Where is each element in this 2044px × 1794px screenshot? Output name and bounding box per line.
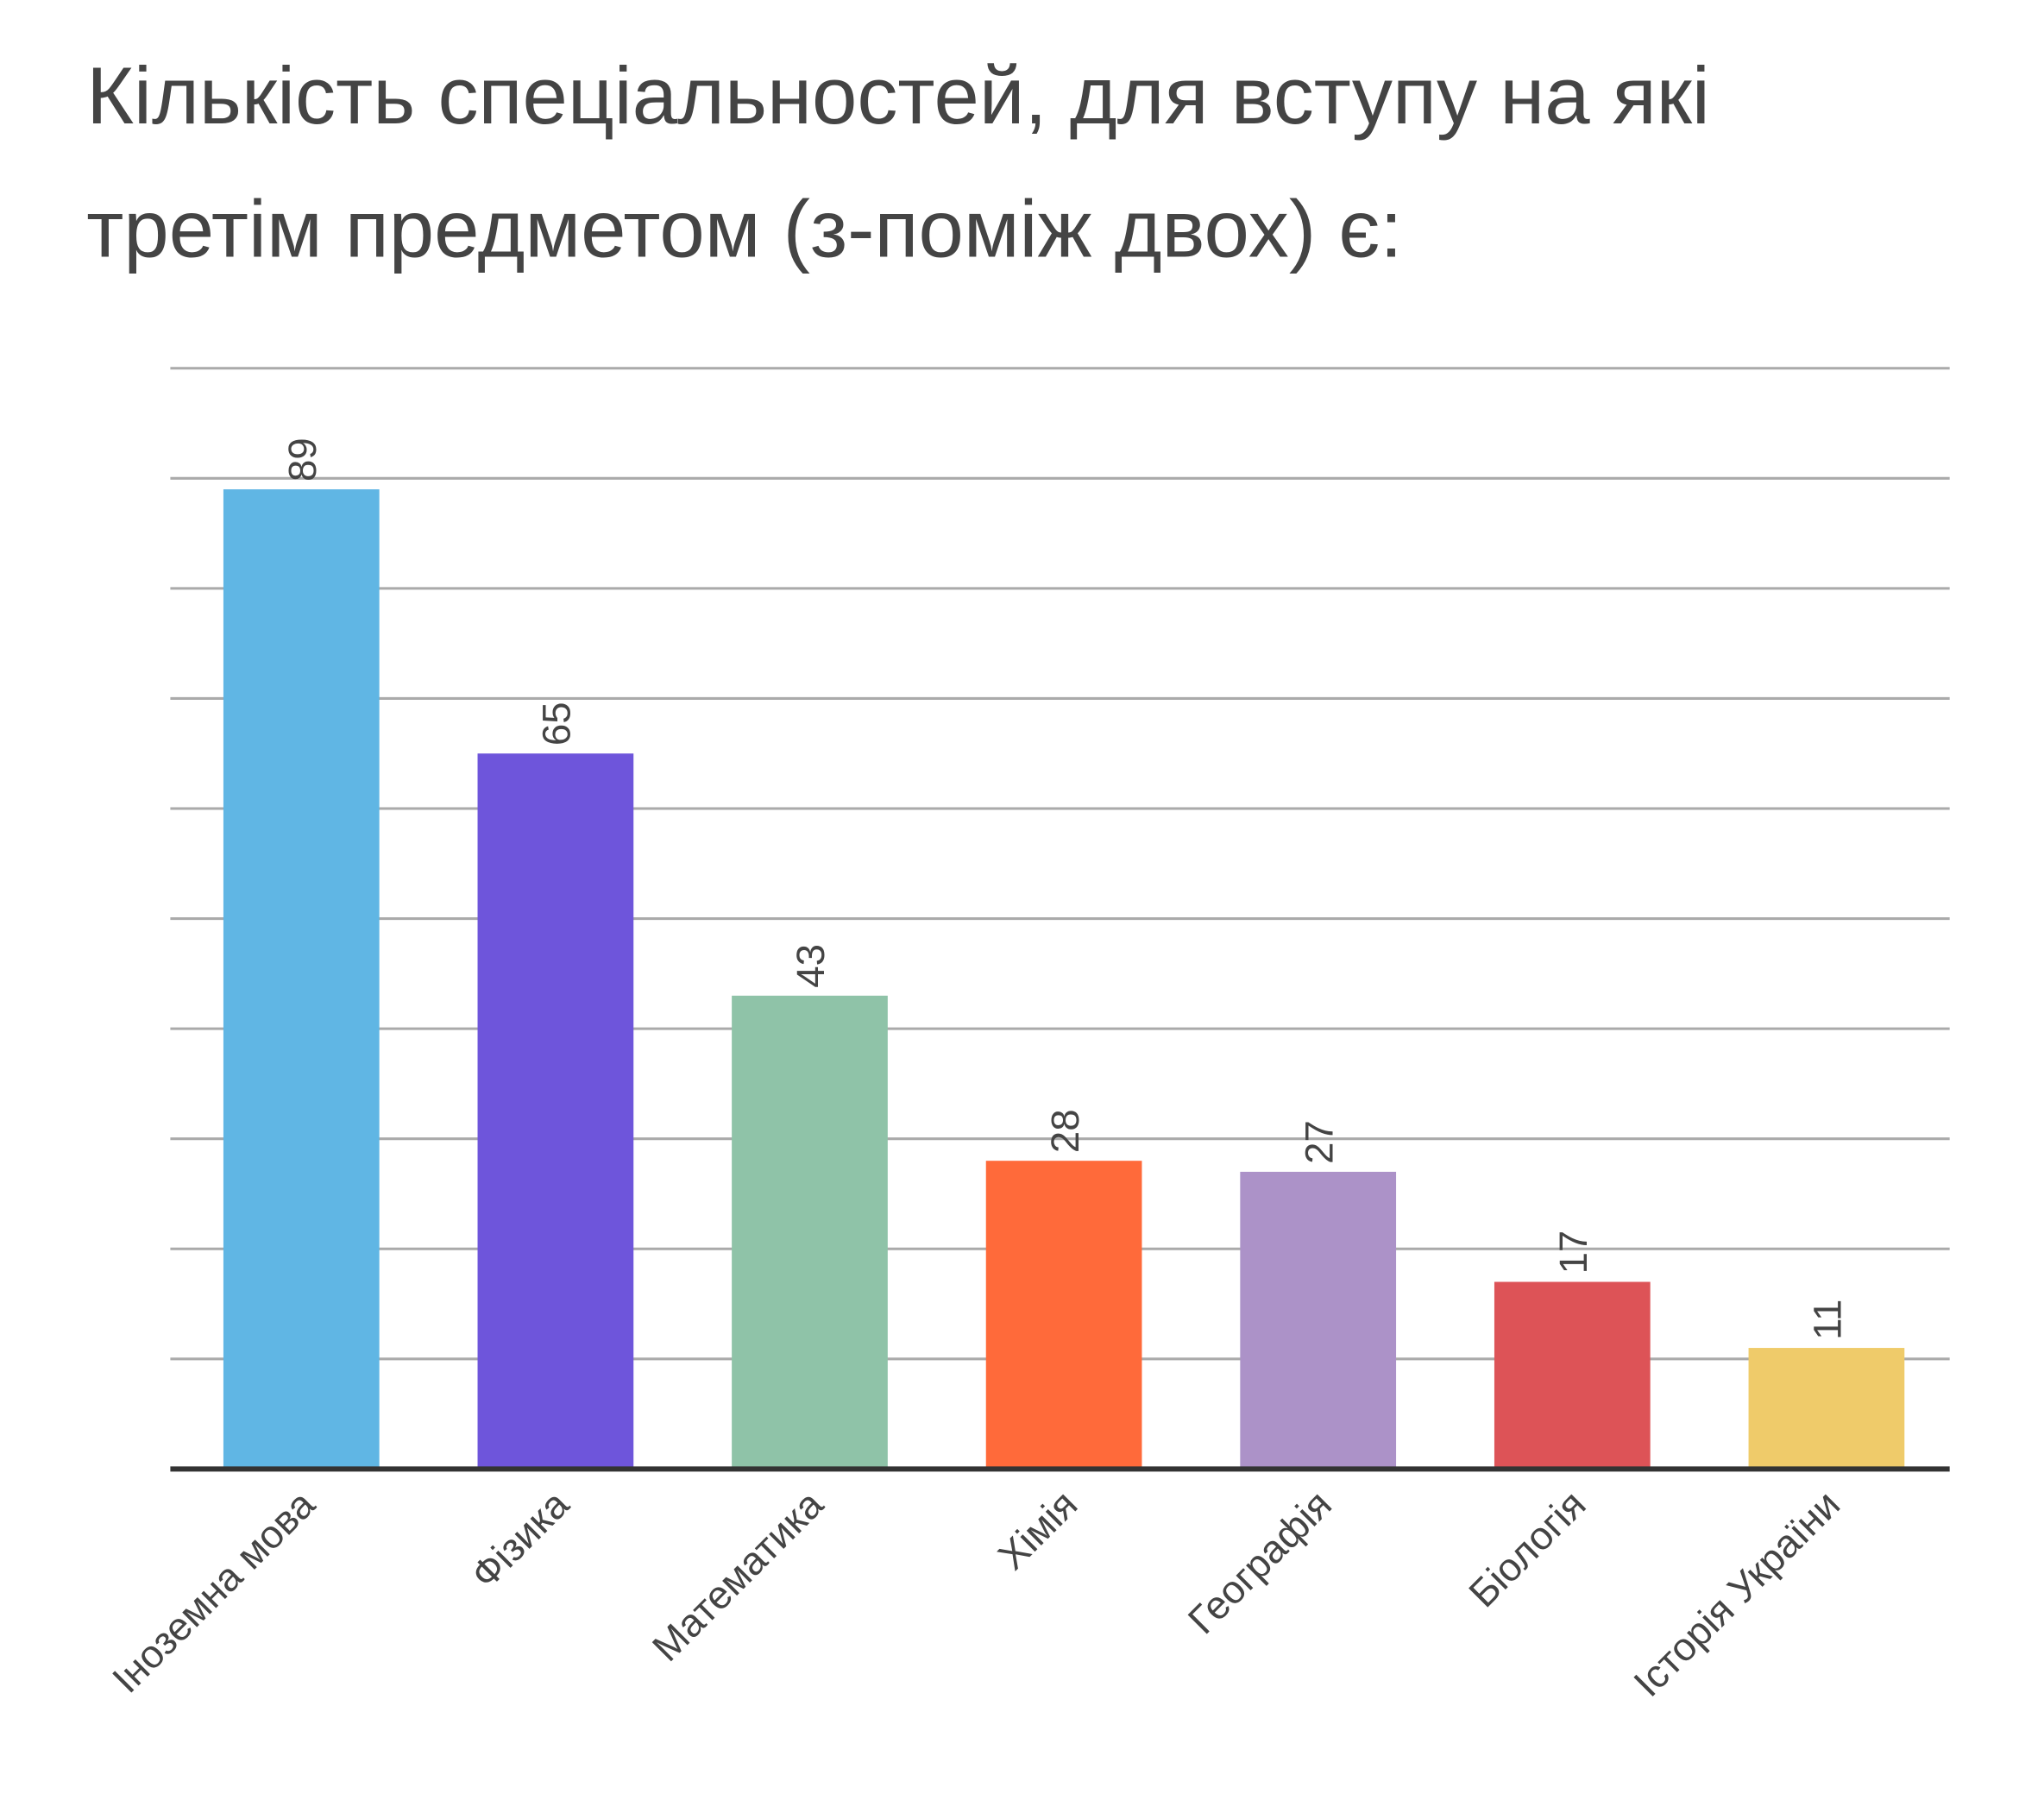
x-tick-label: Фізика [462,1482,578,1597]
data-label: 28 [1043,1109,1087,1153]
data-label: 17 [1551,1231,1595,1275]
x-tick-label: Математика [644,1482,832,1670]
x-tick-label: Хімія [990,1482,1085,1577]
data-label: 89 [280,437,324,482]
bar [985,1161,1142,1470]
data-label: 65 [535,702,579,746]
bar [477,753,634,1470]
chart-title-line-2: третім предметом (з-поміж двох) є: [86,184,1402,274]
bar [1240,1171,1397,1470]
chart-title-line-1: Кількість спеціальностей, для вступу на … [86,50,1710,141]
x-tick-label: Історія України [1626,1482,1849,1705]
gridlines [170,367,1950,1361]
bar [732,995,888,1470]
data-label: 27 [1297,1120,1341,1164]
bar [1494,1281,1651,1470]
x-tick-label: Географія [1179,1482,1340,1642]
bar [223,489,380,1470]
bar [1748,1348,1905,1470]
x-tick-label: Біологія [1461,1482,1594,1615]
data-label: 43 [789,944,833,988]
x-tick-label: Іноземна мова [104,1482,324,1702]
bars [223,489,1905,1470]
data-label: 11 [1806,1300,1850,1340]
